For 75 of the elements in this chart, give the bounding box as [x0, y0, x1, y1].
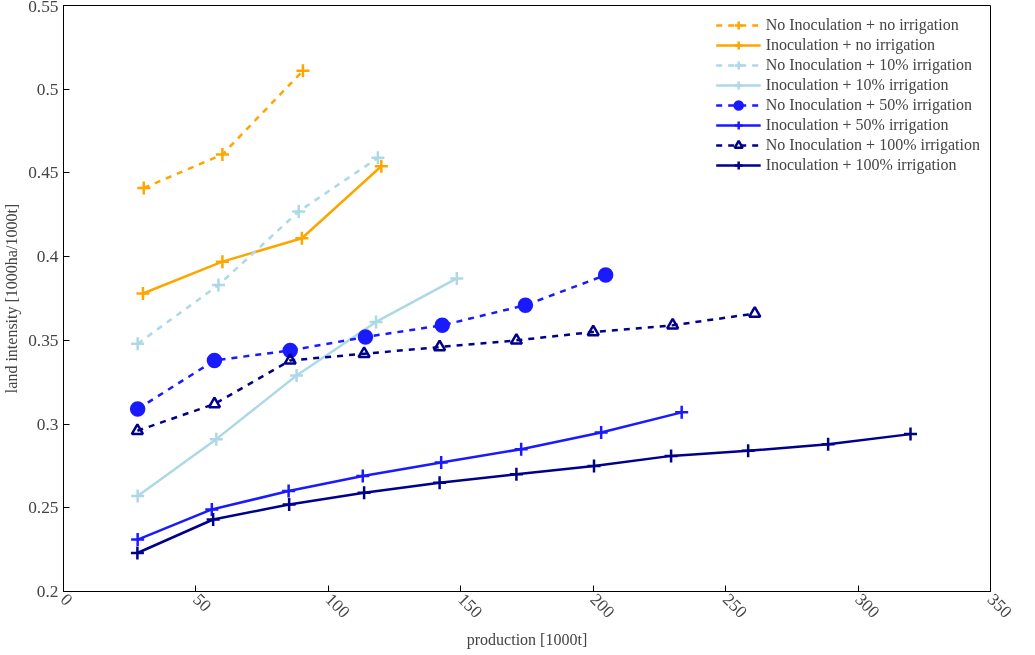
- point: [129, 488, 146, 504]
- point: [290, 203, 307, 220]
- x-tick-label: 50: [189, 589, 215, 616]
- point: [129, 531, 146, 548]
- point: [288, 367, 305, 384]
- y-tick-label: 0.45: [28, 163, 59, 183]
- point: [449, 270, 465, 287]
- x-tick-label: 300: [851, 589, 884, 622]
- point: [135, 285, 151, 302]
- point: [517, 297, 534, 313]
- point: [214, 146, 231, 163]
- point: [508, 466, 525, 483]
- legend-label: Inoculation + 10% irrigation: [765, 76, 949, 94]
- y-tick-label: 0.25: [28, 498, 59, 518]
- x-tick-label: 250: [718, 589, 751, 622]
- legend-label: No Inoculation + no irrigation: [765, 16, 959, 34]
- point: [357, 346, 371, 359]
- y-axis-title: land intensity [1000ha/1000t]: [3, 203, 22, 394]
- point: [432, 339, 447, 352]
- point: [740, 443, 756, 459]
- y-tick-label: 0.35: [28, 330, 59, 350]
- point: [207, 396, 222, 409]
- point: [295, 63, 311, 79]
- point: [129, 401, 146, 417]
- point: [129, 335, 146, 352]
- point: [431, 474, 448, 491]
- point: [663, 448, 679, 464]
- point: [433, 454, 449, 471]
- legend-label: Inoculation + 100% irrigation: [765, 156, 957, 174]
- point: [357, 329, 374, 345]
- point: [130, 423, 145, 436]
- point: [593, 424, 609, 441]
- point: [370, 150, 386, 166]
- legend-label: Inoculation + no irrigation: [765, 36, 936, 54]
- point: [597, 267, 614, 283]
- point: [204, 501, 220, 518]
- y-tick-label: 0.3: [36, 414, 59, 434]
- x-tick-label: 350: [983, 589, 1016, 622]
- point: [205, 511, 221, 528]
- y-tick-label: 0.55: [28, 0, 59, 16]
- point: [586, 324, 600, 337]
- point: [214, 253, 231, 270]
- legend-label: Inoculation + 50% irrigation: [765, 116, 949, 134]
- point: [136, 180, 152, 196]
- point: [281, 496, 297, 513]
- point: [208, 431, 225, 447]
- point: [280, 483, 297, 499]
- legend-label: No Inoculation + 50% irrigation: [765, 96, 972, 114]
- point: [434, 317, 450, 334]
- legend-label: No Inoculation + 10% irrigation: [765, 56, 972, 74]
- point: [210, 277, 227, 293]
- x-tick-label: 100: [321, 589, 354, 622]
- point: [820, 436, 836, 452]
- x-tick-label: 200: [586, 589, 619, 622]
- point: [902, 426, 919, 442]
- point: [373, 158, 390, 174]
- x-tick-label: 150: [454, 589, 486, 622]
- point: [356, 484, 372, 501]
- point: [129, 545, 146, 561]
- y-tick-label: 0.4: [36, 247, 59, 267]
- point: [294, 230, 310, 246]
- point: [665, 317, 680, 330]
- point: [513, 441, 529, 457]
- point: [509, 332, 524, 345]
- point: [586, 458, 602, 474]
- point: [368, 314, 384, 330]
- y-tick-label: 0.5: [36, 79, 59, 99]
- y-tick-label: 0.2: [36, 582, 59, 601]
- point: [355, 468, 371, 484]
- x-axis-title: production [1000t]: [466, 630, 588, 649]
- legend-label: No Inoculation + 100% irrigation: [765, 136, 980, 154]
- point: [748, 305, 762, 318]
- point: [283, 352, 297, 365]
- point: [673, 404, 690, 421]
- point: [206, 352, 223, 369]
